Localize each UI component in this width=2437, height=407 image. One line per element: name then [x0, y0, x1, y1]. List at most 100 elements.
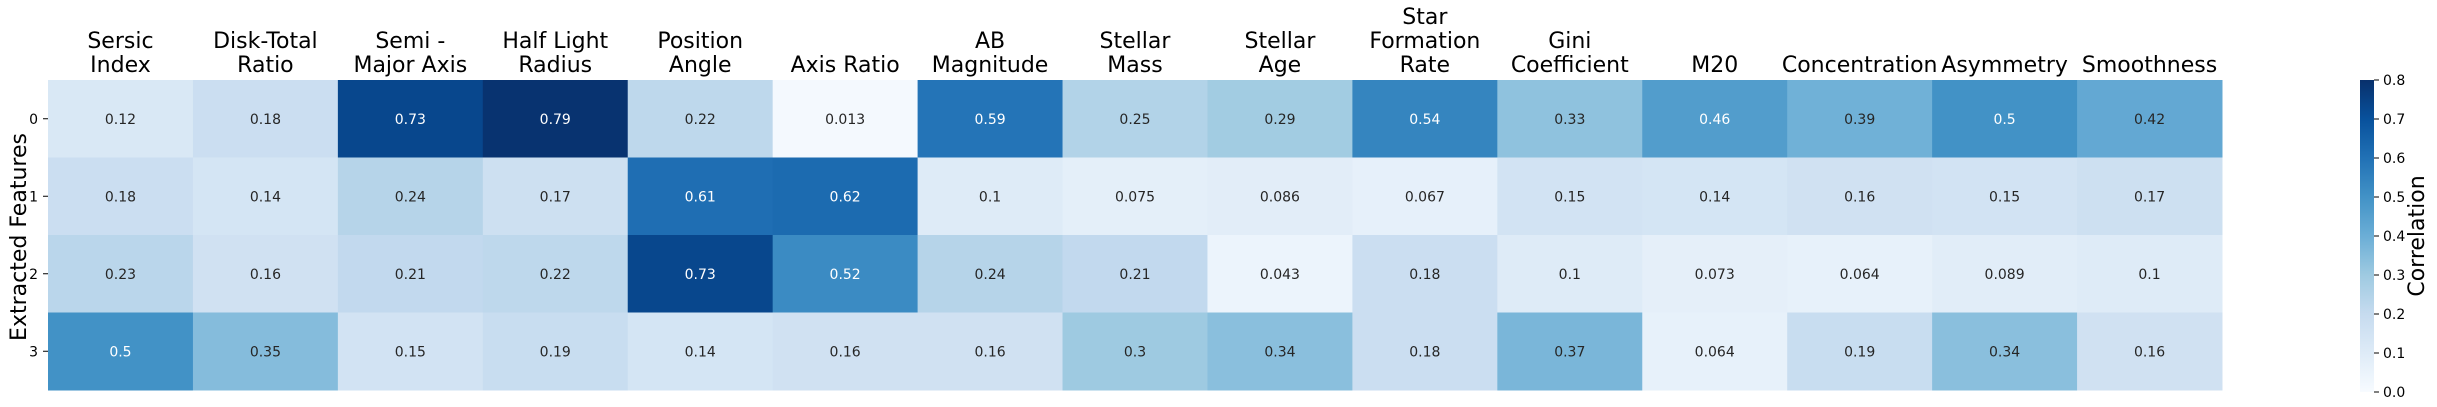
column-label: M20 — [1691, 53, 1738, 78]
cell-value-label: 0.35 — [250, 344, 281, 360]
column-label: Axis Ratio — [791, 53, 900, 78]
column-label: Sersic — [87, 29, 153, 54]
column-label: Disk-Total — [213, 29, 318, 54]
cell-value-label: 0.089 — [1985, 267, 2025, 283]
heatmap-cell — [48, 312, 194, 391]
column-label: Index — [90, 53, 151, 78]
heatmap-cell — [917, 157, 1064, 236]
heatmap-cell — [772, 312, 919, 391]
cell-value-label: 0.073 — [1695, 267, 1735, 283]
cell-value-label: 0.15 — [1554, 189, 1585, 205]
heatmap-cell — [917, 235, 1064, 313]
cell-value-label: 0.16 — [830, 344, 861, 360]
column-label: Concentration — [1782, 53, 1938, 78]
heatmap-cell — [772, 235, 919, 313]
cell-value-label: 0.61 — [685, 189, 716, 205]
column-label: Ratio — [237, 53, 293, 78]
column-label: AB — [975, 29, 1005, 54]
heatmap-cell — [337, 312, 484, 391]
cell-value-label: 0.73 — [685, 267, 716, 283]
column-label: Mass — [1107, 53, 1162, 78]
heatmap-cell — [1352, 312, 1498, 391]
cell-value-label: 0.1 — [1559, 267, 1581, 283]
heatmap-cell — [627, 235, 774, 313]
colorbar-gradient — [2360, 80, 2374, 392]
heatmap-cell — [917, 80, 1064, 158]
row-label: 3 — [29, 344, 38, 360]
cell-value-label: 0.24 — [974, 267, 1005, 283]
cell-value-label: 0.043 — [1260, 267, 1300, 283]
cell-value-label: 0.19 — [1844, 344, 1875, 360]
column-label: Gini — [1548, 29, 1591, 54]
heatmap-cell — [337, 157, 484, 236]
heatmap-cell — [627, 80, 774, 158]
cell-value-label: 0.1 — [979, 189, 1001, 205]
cell-value-label: 0.29 — [1264, 112, 1295, 128]
cell-value-label: 0.013 — [825, 112, 865, 128]
cell-value-label: 0.23 — [105, 267, 136, 283]
colorbar-tick-label: 0.5 — [2383, 190, 2405, 206]
heatmap-cell — [2077, 235, 2223, 313]
heatmap-cells: 0.12 0.18 0.73 0.79 0.22 0.013 0.59 0.25 0.29 0.5… — [48, 80, 2223, 391]
cell-value-label: 0.067 — [1405, 189, 1445, 205]
cell-value-label: 0.19 — [540, 344, 571, 360]
cell-value-label: 0.21 — [395, 267, 426, 283]
cell-value-label: 0.15 — [1989, 189, 2020, 205]
heatmap-cell — [48, 235, 194, 313]
column-label: Coefficient — [1511, 53, 1629, 78]
cell-value-label: 0.16 — [974, 344, 1005, 360]
cell-value-label: 0.18 — [105, 189, 136, 205]
colorbar-tick-label: 0.3 — [2383, 268, 2405, 284]
row-labels: 0 1 2 3 — [29, 112, 48, 360]
column-label: Smoothness — [2082, 53, 2217, 78]
cell-value-label: 0.46 — [1699, 112, 1730, 128]
cell-value-label: 0.42 — [2134, 112, 2165, 128]
heatmap-cell — [48, 80, 194, 158]
heatmap-cell — [1062, 312, 1208, 391]
heatmap-cell — [1207, 157, 1353, 236]
column-label: Asymmetry — [1941, 53, 2068, 78]
cell-value-label: 0.064 — [1695, 344, 1735, 360]
heatmap-cell — [1207, 312, 1353, 391]
column-label: Radius — [518, 53, 592, 78]
colorbar-tick-label: 0.7 — [2383, 112, 2405, 128]
column-label: Position — [657, 29, 743, 54]
heatmap-cell — [1787, 312, 1933, 391]
cell-value-label: 0.52 — [830, 267, 861, 283]
row-label: 1 — [29, 189, 38, 205]
colorbar: 0.0 0.1 0.2 0.3 0.4 0.5 0.6 0.7 0.8 Correlation — [2360, 73, 2430, 401]
column-label: Rate — [1400, 53, 1450, 78]
heatmap-cell — [2077, 157, 2223, 236]
cell-value-label: 0.16 — [1844, 189, 1875, 205]
cell-value-label: 0.18 — [1409, 267, 1440, 283]
heatmap-cell — [1642, 80, 1788, 158]
cell-value-label: 0.17 — [2134, 189, 2165, 205]
y-axis-label: Extracted Features — [7, 133, 32, 341]
cell-value-label: 0.79 — [540, 112, 571, 128]
heatmap-cell — [1062, 80, 1208, 158]
heatmap-cell — [2077, 80, 2223, 158]
cell-value-label: 0.21 — [1119, 267, 1150, 283]
heatmap-cell — [1497, 235, 1643, 313]
cell-value-label: 0.15 — [395, 344, 426, 360]
cell-value-label: 0.33 — [1554, 112, 1585, 128]
cell-value-label: 0.064 — [1840, 267, 1880, 283]
colorbar-tick-label: 0.0 — [2383, 385, 2405, 401]
heatmap-cell — [1062, 157, 1208, 236]
heatmap-cell — [1932, 157, 2078, 236]
heatmap-cell — [1062, 235, 1208, 313]
heatmap-cell — [1497, 312, 1643, 391]
heatmap-cell — [337, 80, 484, 158]
column-label: Major Axis — [353, 53, 467, 78]
heatmap-cell — [1787, 80, 1933, 158]
heatmap-cell — [917, 312, 1064, 391]
heatmap-cell — [1352, 80, 1498, 158]
cell-value-label: 0.14 — [250, 189, 281, 205]
column-label: Magnitude — [932, 53, 1049, 78]
cell-value-label: 0.086 — [1260, 189, 1300, 205]
cell-value-label: 0.59 — [974, 112, 1005, 128]
cell-value-label: 0.24 — [395, 189, 426, 205]
heatmap-cell — [192, 80, 339, 158]
